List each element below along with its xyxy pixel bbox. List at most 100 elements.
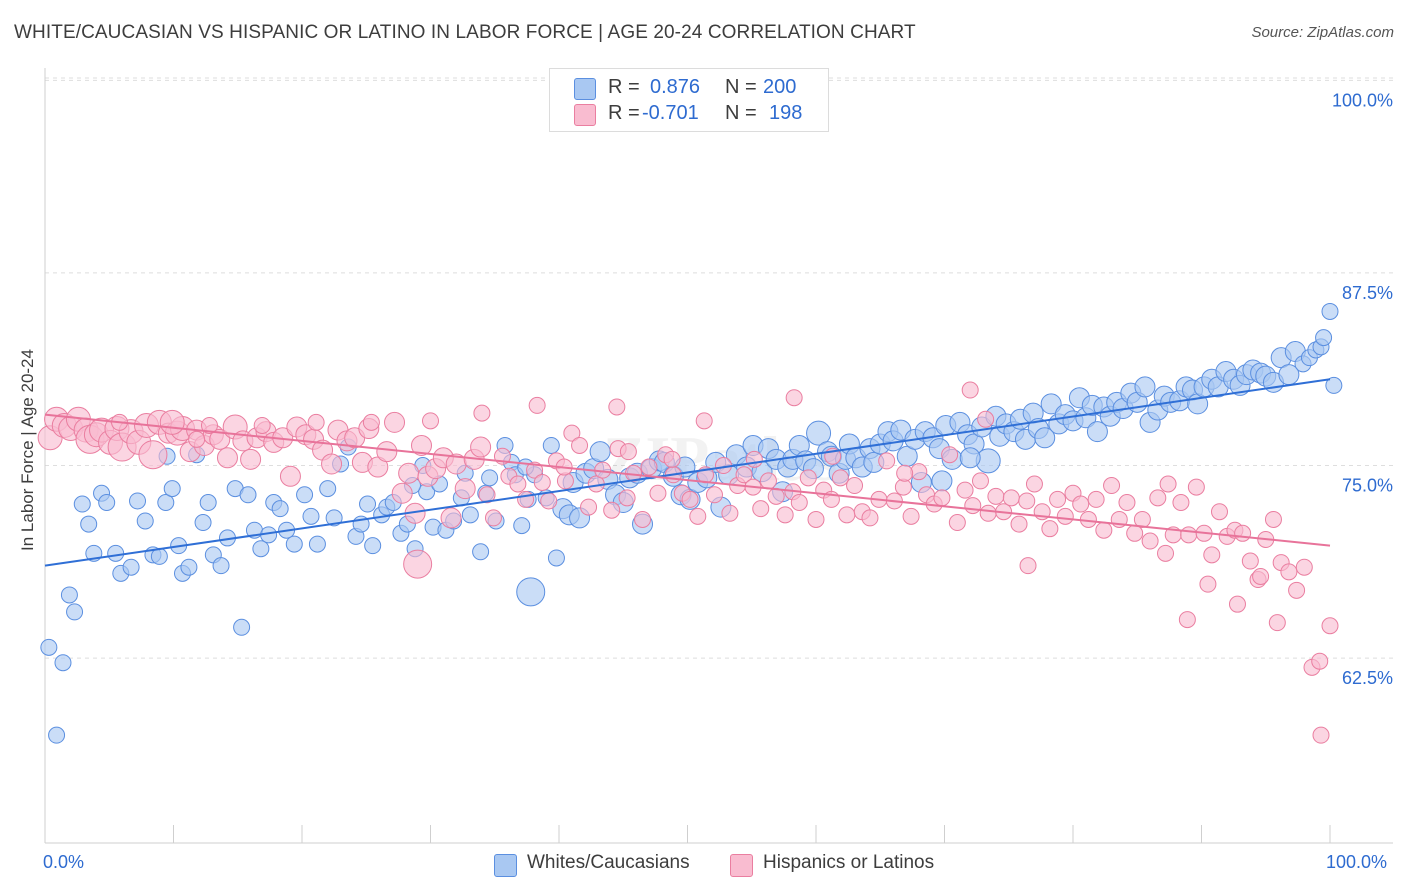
- data-point-whites: [461, 506, 479, 524]
- chart-title: WHITE/CAUCASIAN VS HISPANIC OR LATINO IN…: [14, 22, 916, 43]
- y-axis-label: In Labor Force | Age 20-24: [18, 349, 37, 551]
- data-point-whites: [1315, 329, 1333, 347]
- n-value: 200: [763, 76, 797, 98]
- data-point-hispanics: [745, 450, 763, 468]
- data-point-hispanics: [1178, 611, 1196, 629]
- data-point-hispanics: [159, 409, 185, 435]
- data-point-hispanics: [1288, 581, 1306, 599]
- data-point-whites: [212, 557, 230, 575]
- data-point-hispanics: [1149, 489, 1167, 507]
- data-point-hispanics: [831, 469, 849, 487]
- data-point-whites: [98, 493, 116, 511]
- data-point-hispanics: [1199, 575, 1217, 593]
- data-point-hispanics: [910, 463, 928, 481]
- data-point-hispanics: [188, 430, 206, 448]
- data-point-whites: [364, 537, 382, 555]
- data-point-hispanics: [1321, 617, 1339, 635]
- data-point-hispanics: [961, 381, 979, 399]
- data-point-hispanics: [200, 416, 218, 434]
- data-point-hispanics: [1210, 503, 1228, 521]
- data-point-hispanics: [979, 504, 997, 522]
- y-tick-label: 75.0%: [1342, 476, 1393, 496]
- data-point-whites: [129, 492, 147, 510]
- data-point-hispanics: [484, 509, 502, 527]
- data-point-whites: [180, 558, 198, 576]
- data-point-hispanics: [948, 514, 966, 532]
- data-point-hispanics: [1103, 477, 1121, 495]
- data-point-hispanics: [1180, 526, 1198, 544]
- data-point-hispanics: [618, 489, 636, 507]
- data-point-hispanics: [878, 452, 896, 470]
- data-point-hispanics: [1141, 532, 1159, 550]
- data-point-whites: [48, 726, 66, 744]
- data-point-hispanics: [580, 498, 598, 516]
- data-point-whites: [73, 495, 91, 513]
- n-label: N =: [725, 102, 757, 124]
- trend-line-whites: [44, 378, 1331, 567]
- data-point-whites: [285, 535, 303, 553]
- data-point-hispanics: [1264, 510, 1282, 528]
- data-point-whites: [60, 586, 78, 604]
- data-point-hispanics: [362, 413, 380, 431]
- stats-row-hispanics: R = -0.701 N = 198: [550, 101, 828, 127]
- r-value: -0.701: [642, 102, 699, 124]
- data-point-hispanics: [1087, 490, 1105, 508]
- trend-lines: [44, 378, 1331, 567]
- data-point-hispanics: [1126, 524, 1144, 542]
- data-point-hispanics: [971, 472, 989, 490]
- data-point-whites: [163, 480, 181, 498]
- x-tick-label-max: 100.0%: [1326, 852, 1388, 872]
- data-point-whites: [513, 517, 531, 535]
- legend-label: Whites/Caucasians: [527, 852, 690, 873]
- y-axis-tick-labels: 100.0% 87.5% 75.0% 62.5%: [1332, 90, 1393, 688]
- data-point-hispanics: [846, 477, 864, 495]
- y-tick-label: 100.0%: [1332, 90, 1393, 110]
- data-point-hispanics: [253, 416, 271, 434]
- data-point-hispanics: [1018, 492, 1036, 510]
- data-point-whites: [296, 486, 314, 504]
- data-point-hispanics: [776, 506, 794, 524]
- data-point-whites: [308, 535, 326, 553]
- data-point-hispanics: [1228, 595, 1246, 613]
- data-point-whites: [319, 480, 337, 498]
- data-point-hispanics: [735, 466, 753, 484]
- data-point-hispanics: [902, 507, 920, 525]
- data-point-hispanics: [384, 411, 406, 433]
- data-point-hispanics: [1252, 567, 1270, 585]
- data-point-hispanics: [517, 490, 535, 508]
- data-point-hispanics: [603, 501, 621, 519]
- data-point-whites: [66, 603, 84, 621]
- data-point-hispanics: [1049, 490, 1067, 508]
- data-point-hispanics: [1203, 546, 1221, 564]
- data-point-whites: [1321, 302, 1339, 320]
- r-label: R =: [608, 76, 640, 98]
- data-point-whites: [80, 515, 98, 533]
- data-point-hispanics: [540, 492, 558, 510]
- data-point-hispanics: [528, 396, 546, 414]
- data-point-whites: [1034, 427, 1056, 449]
- data-point-hispanics: [1010, 515, 1028, 533]
- data-point-hispanics: [391, 482, 413, 504]
- data-point-hispanics: [1025, 475, 1043, 493]
- data-point-hispanics: [321, 453, 343, 475]
- data-point-hispanics: [689, 507, 707, 525]
- data-point-hispanics: [1072, 495, 1090, 513]
- data-point-hispanics: [216, 447, 238, 469]
- data-point-hispanics: [240, 448, 262, 470]
- data-point-hispanics: [1056, 507, 1074, 525]
- data-point-hispanics: [138, 440, 168, 470]
- legend-swatch-pink: [730, 854, 753, 877]
- source-label: Source: ZipAtlas.com: [1251, 24, 1394, 41]
- series-legend: Whites/Caucasians Hispanics or Latinos: [0, 852, 1406, 878]
- data-point-hispanics: [649, 484, 667, 502]
- data-point-hispanics: [941, 446, 959, 464]
- data-point-hispanics: [1295, 558, 1313, 576]
- data-point-hispanics: [634, 510, 652, 528]
- data-point-hispanics: [563, 424, 581, 442]
- y-axis-label-wrap: In Labor Force | Age 20-24: [16, 300, 40, 600]
- data-point-hispanics: [376, 441, 398, 463]
- data-point-hispanics: [1002, 489, 1020, 507]
- data-point-hispanics: [1019, 557, 1037, 575]
- data-point-whites: [199, 493, 217, 511]
- data-point-whites: [233, 618, 251, 636]
